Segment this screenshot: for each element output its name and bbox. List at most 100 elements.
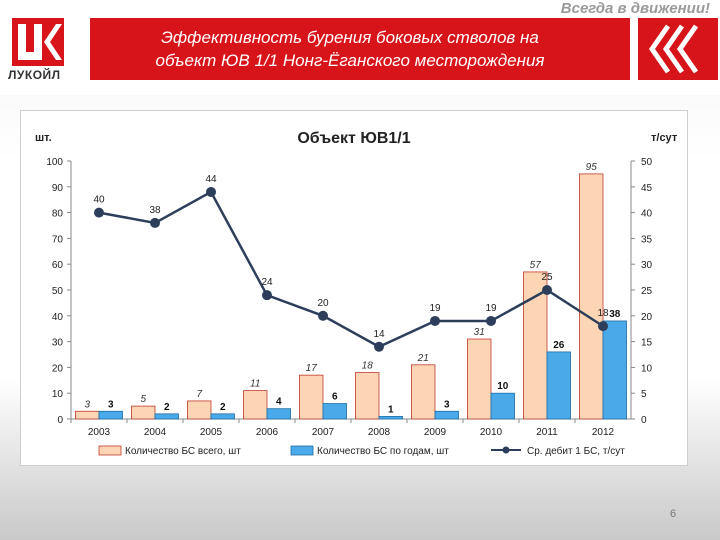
x-tick-label: 2004 xyxy=(144,427,167,438)
debit-label: 38 xyxy=(149,205,161,216)
right-axis-label: т/сут xyxy=(651,132,678,144)
debit-point xyxy=(430,315,440,326)
right-tick-label: 10 xyxy=(641,363,653,374)
legend-label-line: Ср. дебит 1 БС, т/сут xyxy=(527,445,625,457)
bar-per-year xyxy=(602,320,627,420)
legend-swatch-point xyxy=(502,446,510,454)
legend-swatch-total xyxy=(98,445,122,456)
legend: Количество БС всего, шт Количество БС по … xyxy=(98,445,625,457)
debit-point xyxy=(598,321,608,332)
page-title-line1: Эффективность бурения боковых стволов на xyxy=(161,28,539,47)
x-tick-label: 2008 xyxy=(368,427,391,438)
bar-total-label: 17 xyxy=(306,363,318,374)
bar-per-year xyxy=(490,392,515,420)
page-title: Эффективность бурения боковых стволов на… xyxy=(90,26,610,72)
right-tick-label: 35 xyxy=(641,234,653,245)
bar-total-label: 18 xyxy=(362,361,374,372)
line-series: 40 38 44 24 20 14 19 19 25 18 xyxy=(93,174,609,352)
bar-total-label: 57 xyxy=(530,260,542,271)
debit-point xyxy=(486,315,496,326)
right-tick-label: 50 xyxy=(641,157,653,168)
bar-per-year-label: 2 xyxy=(220,402,226,413)
debit-label: 20 xyxy=(317,298,329,309)
bar-total xyxy=(243,390,268,420)
debit-label: 14 xyxy=(373,329,385,340)
right-tick-label: 45 xyxy=(641,183,653,194)
title-banner: Эффективность бурения боковых стволов на… xyxy=(90,18,630,80)
axes: 0102030405060708090100051015202530354045… xyxy=(46,157,652,438)
x-tick-label: 2012 xyxy=(592,427,615,438)
left-tick-label: 10 xyxy=(52,389,64,400)
bar-total-label: 3 xyxy=(84,399,90,410)
debit-point xyxy=(542,285,552,295)
x-tick-label: 2007 xyxy=(312,427,335,438)
legend-label-per-year: Количество БС по годам, шт xyxy=(317,446,449,457)
bar-per-year xyxy=(378,416,403,420)
bar-total xyxy=(467,338,492,420)
debit-label: 40 xyxy=(93,195,105,206)
bar-total-label: 21 xyxy=(417,353,429,364)
bar-per-year-label: 1 xyxy=(388,404,394,415)
bar-total xyxy=(355,372,380,420)
left-tick-label: 0 xyxy=(57,415,63,426)
lukoil-logo-icon xyxy=(12,18,64,66)
bar-per-year-label: 2 xyxy=(164,402,170,413)
debit-line xyxy=(98,190,604,349)
x-tick-label: 2010 xyxy=(480,427,503,438)
bar-per-year-label: 4 xyxy=(276,397,282,408)
bar-per-year xyxy=(210,413,235,420)
debit-point xyxy=(318,310,328,321)
bar-per-year-label: 38 xyxy=(609,309,621,320)
x-tick-label: 2009 xyxy=(424,427,447,438)
x-tick-label: 2005 xyxy=(200,427,223,438)
left-tick-label: 40 xyxy=(52,312,64,323)
bar-per-year-label: 26 xyxy=(553,340,565,351)
bar-per-year xyxy=(546,351,571,420)
page-title-line2: объект ЮВ 1/1 Нонг-Ёганского месторожден… xyxy=(155,51,545,70)
bar-total xyxy=(523,271,548,420)
bar-per-year-label: 10 xyxy=(497,381,509,392)
right-tick-label: 15 xyxy=(641,338,653,349)
left-tick-label: 60 xyxy=(52,260,64,271)
right-tick-label: 25 xyxy=(641,286,653,297)
debit-point xyxy=(374,341,384,352)
bar-total xyxy=(579,173,604,420)
x-tick-label: 2011 xyxy=(536,427,558,438)
left-tick-label: 50 xyxy=(52,286,64,297)
left-tick-label: 100 xyxy=(46,157,63,168)
bar-total-label: 11 xyxy=(250,379,260,390)
bar-per-year-label: 6 xyxy=(332,392,338,403)
bar-total xyxy=(299,374,324,420)
bar-total xyxy=(75,410,100,420)
right-tick-label: 30 xyxy=(641,260,653,271)
bar-per-year-label: 3 xyxy=(108,399,114,410)
left-tick-label: 90 xyxy=(52,183,64,194)
page-number: 6 xyxy=(670,508,677,520)
left-tick-label: 20 xyxy=(52,363,64,374)
bar-per-year xyxy=(322,403,347,420)
bars: 3 3 5 2 7 2 11 4 17 6 18 1 21 3 31 10 57 26 95 38 xyxy=(75,162,627,420)
bar-total-label: 5 xyxy=(140,394,146,405)
bar-total xyxy=(187,400,212,420)
debit-point xyxy=(150,217,160,228)
header: ЛУКОЙЛ Всегда в движении! Эффективность … xyxy=(0,0,720,95)
debit-label: 24 xyxy=(261,277,273,288)
legend-swatch-per-year xyxy=(290,445,314,456)
bar-total xyxy=(411,364,436,420)
left-axis-label: шт. xyxy=(35,132,52,144)
debit-label: 19 xyxy=(485,303,497,314)
chevrons-icon xyxy=(638,18,718,80)
debit-label: 25 xyxy=(541,272,553,283)
bar-total-label: 31 xyxy=(474,327,485,338)
debit-point xyxy=(94,207,104,218)
bar-total xyxy=(131,405,156,420)
bar-total-label: 95 xyxy=(586,162,598,173)
slogan: Всегда в движении! xyxy=(560,0,710,17)
bar-per-year-label: 3 xyxy=(444,399,450,410)
x-tick-label: 2006 xyxy=(256,427,279,438)
x-tick-label: 2003 xyxy=(88,427,111,438)
legend-label-total: Количество БС всего, шт xyxy=(125,446,241,457)
right-tick-label: 40 xyxy=(641,209,653,220)
right-tick-label: 20 xyxy=(641,312,653,323)
debit-point xyxy=(206,186,216,197)
